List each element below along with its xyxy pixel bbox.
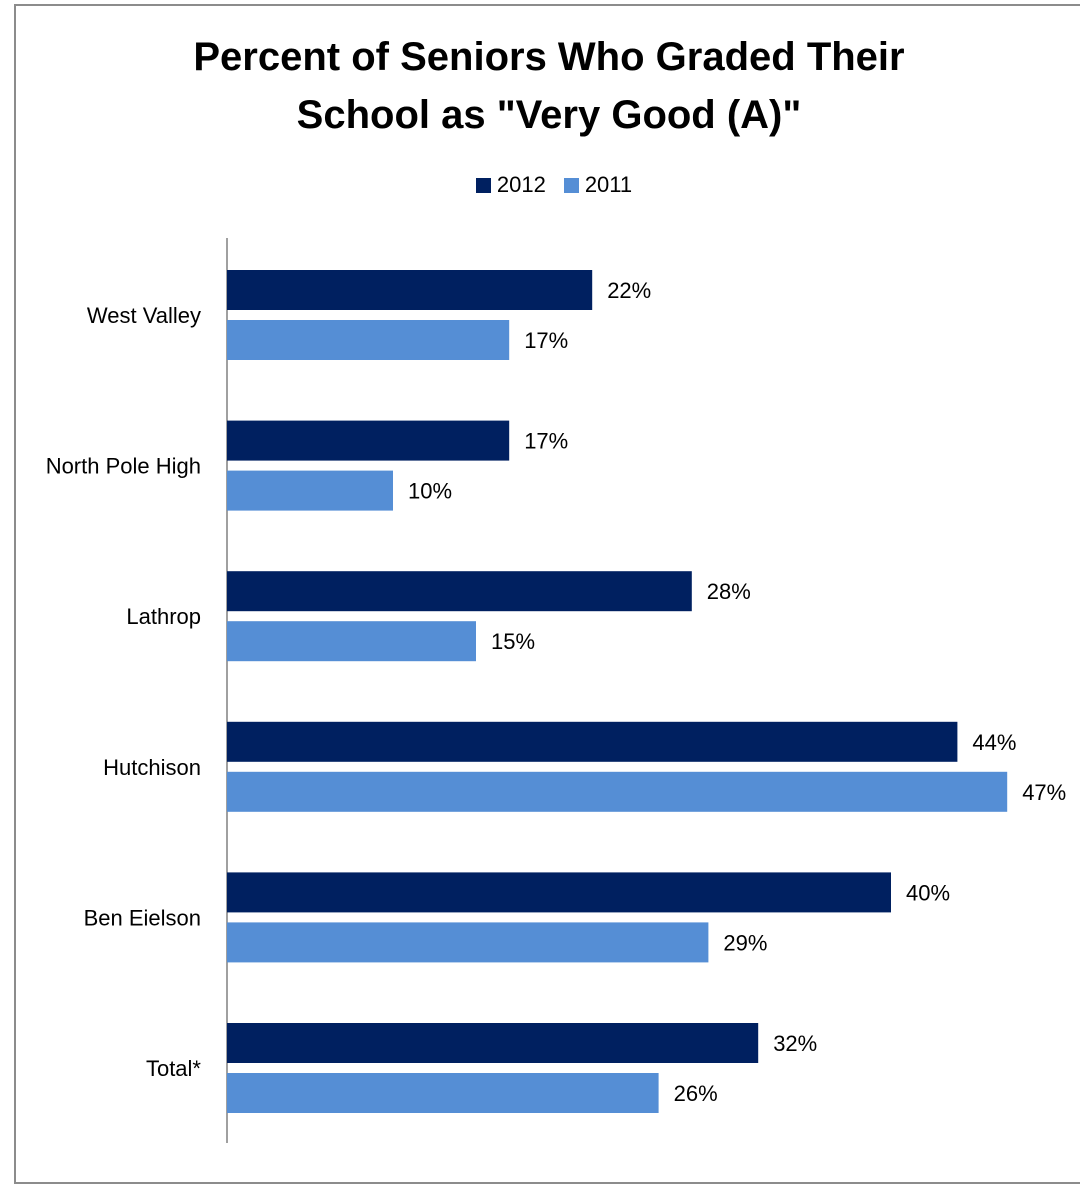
bar-north-pole-high-2012 [227,420,510,461]
chart-title: Percent of Seniors Who Graded Their Scho… [0,28,1080,144]
bar-west-valley-2011 [227,320,510,360]
category-label-total: Total* [146,1056,201,1081]
legend-label-2011: 2011 [584,172,633,197]
data-label-hutchison-2011: 47% [1022,780,1066,805]
data-label-total-2012: 32% [773,1031,817,1056]
bar-ben-eielson-2011 [227,922,709,963]
chart-title-line-2: School as "Very Good (A)" [296,93,802,137]
data-label-lathrop-2012: 28% [707,579,751,604]
chart-legend: 2012 2011 [0,172,1080,198]
bar-west-valley-2012 [227,270,593,310]
data-label-ben-eielson-2011: 29% [723,930,767,955]
data-label-west-valley-2012: 22% [607,278,651,303]
category-label-north-pole-high: North Pole High [46,454,201,479]
data-label-lathrop-2011: 15% [491,629,535,654]
data-label-west-valley-2011: 17% [524,328,568,353]
legend-item-2011: 2011 [563,172,633,198]
bar-lathrop-2012 [227,571,692,612]
bar-total-2011 [227,1073,659,1113]
legend-swatch-2011 [563,177,579,193]
data-label-total-2011: 26% [674,1081,718,1106]
data-label-north-pole-high-2012: 17% [524,429,568,454]
bar-lathrop-2011 [227,621,476,662]
bar-total-2012 [227,1023,759,1063]
bar-hutchison-2011 [227,771,1008,812]
data-label-ben-eielson-2012: 40% [906,880,950,905]
category-label-ben-eielson: Ben Eielson [84,905,201,930]
bar-ben-eielson-2012 [227,872,891,913]
data-label-hutchison-2012: 44% [972,730,1016,755]
category-label-west-valley: West Valley [87,303,201,328]
legend-item-2012: 2012 [475,172,546,198]
category-label-lathrop: Lathrop [126,604,201,629]
legend-label-2012: 2012 [496,172,546,197]
category-label-hutchison: Hutchison [103,755,201,780]
bar-hutchison-2012 [227,721,958,762]
legend-swatch-2012 [475,177,491,193]
data-label-north-pole-high-2011: 10% [408,479,452,504]
bar-north-pole-high-2011 [227,470,393,511]
chart-title-line-1: Percent of Seniors Who Graded Their [193,35,905,79]
